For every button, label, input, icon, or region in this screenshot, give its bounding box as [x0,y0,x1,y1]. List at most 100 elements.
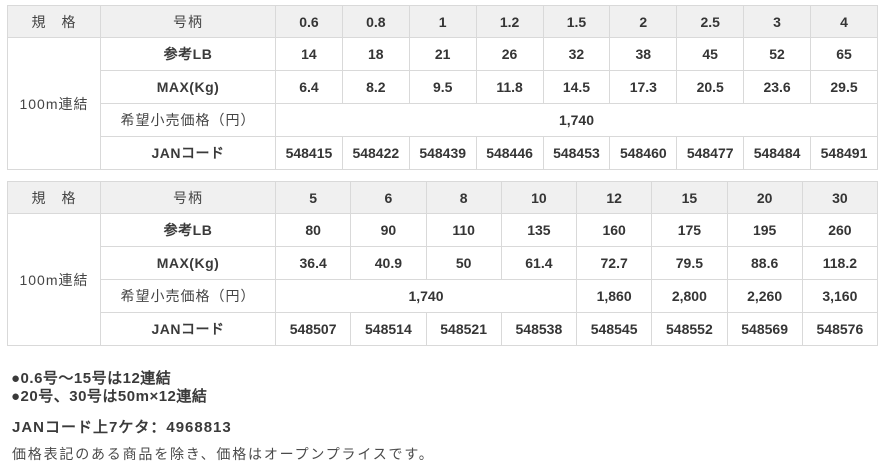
size-header-cell: 2.5 [676,5,745,38]
price-row: 希望小売価格（円） 1,740 1,860 2,800 2,260 3,160 [8,279,879,313]
jan-value: 548477 [676,136,745,170]
max-value: 118.2 [801,246,879,280]
price-value: 2,260 [726,279,803,313]
price-value: 2,800 [651,279,728,313]
size-header-cell: 1.5 [542,5,611,38]
jan-value: 548521 [425,312,502,346]
size-header-cell: 0.8 [341,5,410,38]
max-value: 17.3 [609,70,678,104]
jan-value: 548514 [350,312,427,346]
price-row-label: 希望小売価格（円） [100,103,276,137]
lb-row: 100m連結 参考LB 80 90 110 135 160 175 195 26… [7,213,879,346]
max-value: 88.6 [726,246,803,280]
size-header-cell: 30 [801,181,879,214]
jan-row: JANコード 548507 548514 548521 548538 54854… [8,312,879,346]
note-bullet-2: ●20号、30号は50m×12連結 [11,388,208,405]
size-column-header: 号柄 [100,181,276,214]
spec-column-header: 規 格 [7,5,101,38]
spec-table-small-sizes: 規 格 号柄 0.6 0.8 1 1.2 1.5 2 2.5 3 4 100m連… [7,5,878,170]
price-value-merged: 1,740 [275,279,577,313]
lb-value: 18 [341,37,410,71]
max-row: MAX(Kg) 6.4 8.2 9.5 11.8 14.5 17.3 20.5 … [8,70,878,104]
max-value: 36.4 [274,246,352,280]
price-value: 1,860 [575,279,653,313]
size-column-header: 号柄 [100,5,276,38]
jan-value: 548460 [609,136,678,170]
lb-value: 260 [801,213,879,247]
lb-value: 21 [408,37,477,71]
lb-value: 45 [676,37,745,71]
spec-value-cell: 100m連結 [7,213,101,346]
lb-row-label: 参考LB [100,213,276,247]
max-value: 11.8 [475,70,544,104]
lb-value: 14 [275,37,343,71]
jan-value: 548576 [801,312,879,346]
price-row-label: 希望小売価格（円） [100,279,276,313]
lb-row-label: 参考LB [100,37,276,71]
lb-value: 175 [651,213,728,247]
jan-value: 548552 [651,312,728,346]
lb-value: 90 [350,213,427,247]
spec-table-large-sizes: 規 格 号柄 5 6 8 10 12 15 20 30 100m連結 参考LB … [7,181,879,346]
max-row-label: MAX(Kg) [100,246,276,280]
jan-row: JANコード 548415 548422 548439 548446 54845… [8,136,878,170]
price-value-merged: 1,740 [275,103,878,137]
jan-value: 548545 [575,312,653,346]
lb-value: 195 [726,213,803,247]
max-row-label: MAX(Kg) [100,70,276,104]
lb-value: 26 [475,37,544,71]
max-value: 20.5 [676,70,745,104]
size-header-cell: 8 [425,181,502,214]
size-header-cell: 15 [651,181,728,214]
max-value: 40.9 [350,246,427,280]
size-header-cell: 0.6 [275,5,343,38]
max-value: 9.5 [408,70,477,104]
max-value: 14.5 [542,70,611,104]
size-header-cell: 2 [609,5,678,38]
jan-prefix-note: JANコード上7ケタ：4968813 [12,419,232,436]
jan-row-label: JANコード [100,136,276,170]
jan-value: 548446 [475,136,544,170]
lb-value: 135 [500,213,578,247]
lb-value: 32 [542,37,611,71]
max-value: 79.5 [651,246,728,280]
header-row: 規 格 号柄 5 6 8 10 12 15 20 30 [7,181,879,214]
size-header-cell: 3 [743,5,811,38]
jan-value: 548491 [810,136,878,170]
jan-value: 548507 [274,312,352,346]
size-header-cell: 10 [500,181,578,214]
spec-column-header: 規 格 [7,181,101,214]
size-header-cell: 1.2 [475,5,544,38]
jan-value: 548569 [726,312,803,346]
spec-value-cell: 100m連結 [7,37,101,170]
max-value: 50 [425,246,502,280]
max-value: 72.7 [575,246,653,280]
max-value: 23.6 [743,70,811,104]
footnotes: ●0.6号〜15号は12連結 ●20号、30号は50m×12連結 JANコード上… [11,370,878,464]
price-value: 3,160 [801,279,879,313]
lb-value: 80 [274,213,352,247]
max-row: MAX(Kg) 36.4 40.9 50 61.4 72.7 79.5 88.6… [8,246,879,280]
price-row: 希望小売価格（円） 1,740 [8,103,878,137]
max-value: 6.4 [275,70,343,104]
jan-value: 548538 [500,312,578,346]
max-value: 61.4 [500,246,578,280]
open-price-note: 価格表記のある商品を除き、価格はオープンプライスです。 [12,446,435,462]
lb-value: 160 [575,213,653,247]
jan-value: 548422 [341,136,410,170]
jan-value: 548439 [408,136,477,170]
lb-value: 52 [743,37,811,71]
note-bullet-1: ●0.6号〜15号は12連結 [11,370,172,387]
lb-value: 110 [425,213,502,247]
lb-value: 65 [810,37,878,71]
jan-value: 548453 [542,136,611,170]
max-value: 29.5 [810,70,878,104]
size-header-cell: 12 [575,181,653,214]
size-header-cell: 4 [810,5,878,38]
size-header-cell: 20 [726,181,803,214]
jan-value: 548484 [743,136,811,170]
size-header-cell: 5 [274,181,352,214]
max-value: 8.2 [341,70,410,104]
size-header-cell: 6 [350,181,427,214]
